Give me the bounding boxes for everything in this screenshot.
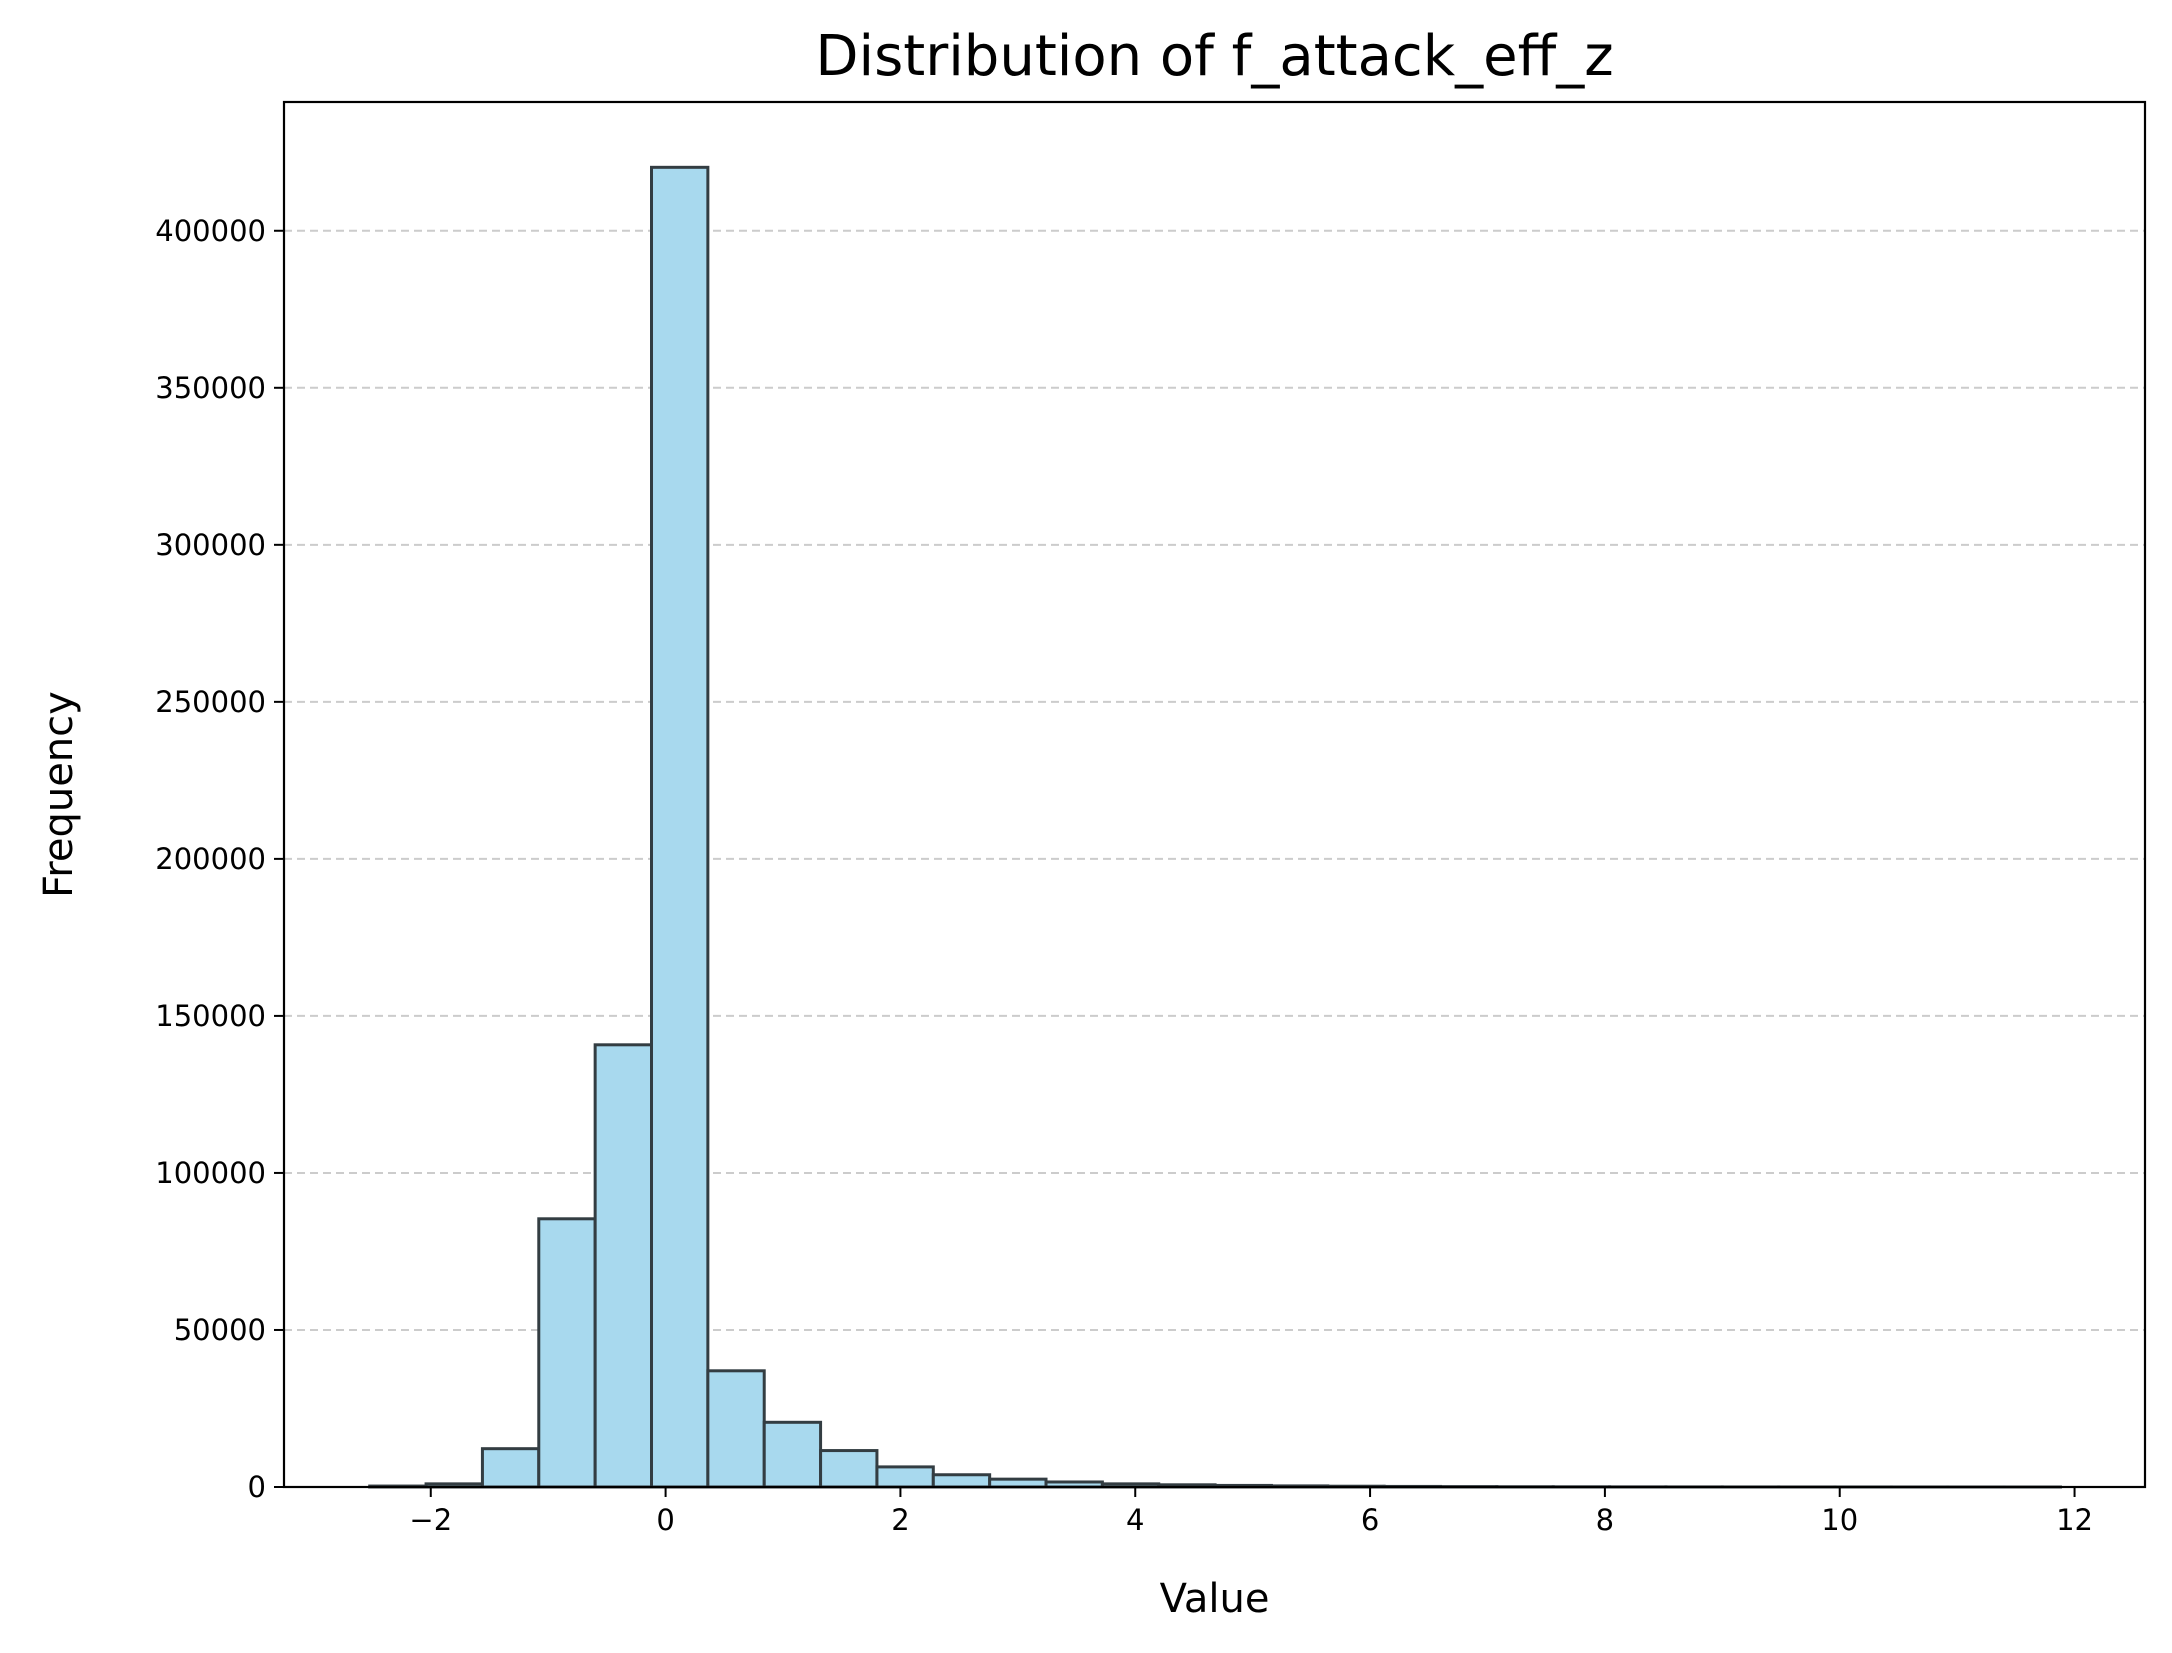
histogram-bar: [931, 1473, 992, 1489]
histogram-bar: [480, 1447, 541, 1489]
histogram-bar: [819, 1449, 879, 1489]
x-tick-label: 12: [2056, 1503, 2093, 1537]
histogram-bar: [762, 1420, 823, 1489]
x-tick-label: 10: [1821, 1503, 1858, 1537]
histogram-bar: [650, 165, 710, 1489]
histogram-bars: [368, 165, 2062, 1489]
histogram-bar: [593, 1043, 654, 1489]
x-axis-label: Value: [1160, 1576, 1270, 1622]
y-axis-label: Frequency: [36, 691, 82, 898]
grid-lines: [284, 229, 2145, 1331]
y-tick-label: 100000: [155, 1156, 266, 1190]
y-tick-label: 350000: [155, 371, 266, 405]
histogram-bar: [988, 1477, 1048, 1489]
y-tick-label: 0: [248, 1470, 266, 1504]
chart-title: Distribution of f_attack_eff_z: [815, 24, 1613, 89]
histogram-bar: [706, 1369, 766, 1489]
x-tick-label: 0: [656, 1503, 674, 1537]
y-tick-label: 300000: [155, 528, 266, 562]
histogram-bar: [537, 1217, 597, 1489]
plot-frame: [282, 100, 2147, 1489]
y-tick-label: 200000: [155, 842, 266, 876]
y-axis-ticks: 0 50000 100000 150000 200000 250000 300000 3500…: [155, 214, 284, 1504]
y-tick-label: 150000: [155, 999, 266, 1033]
y-tick-label: 400000: [155, 214, 266, 248]
x-tick-label: 2: [891, 1503, 909, 1537]
y-tick-label: 50000: [174, 1313, 266, 1347]
y-tick-label: 250000: [155, 685, 266, 719]
histogram-bar: [875, 1465, 935, 1489]
x-tick-label: 6: [1361, 1503, 1379, 1537]
x-tick-label: 4: [1126, 1503, 1144, 1537]
x-axis-ticks: −2 0 2 4 6 8 10 12: [409, 1487, 2093, 1537]
x-tick-label: 8: [1596, 1503, 1614, 1537]
x-tick-label: −2: [409, 1503, 452, 1537]
